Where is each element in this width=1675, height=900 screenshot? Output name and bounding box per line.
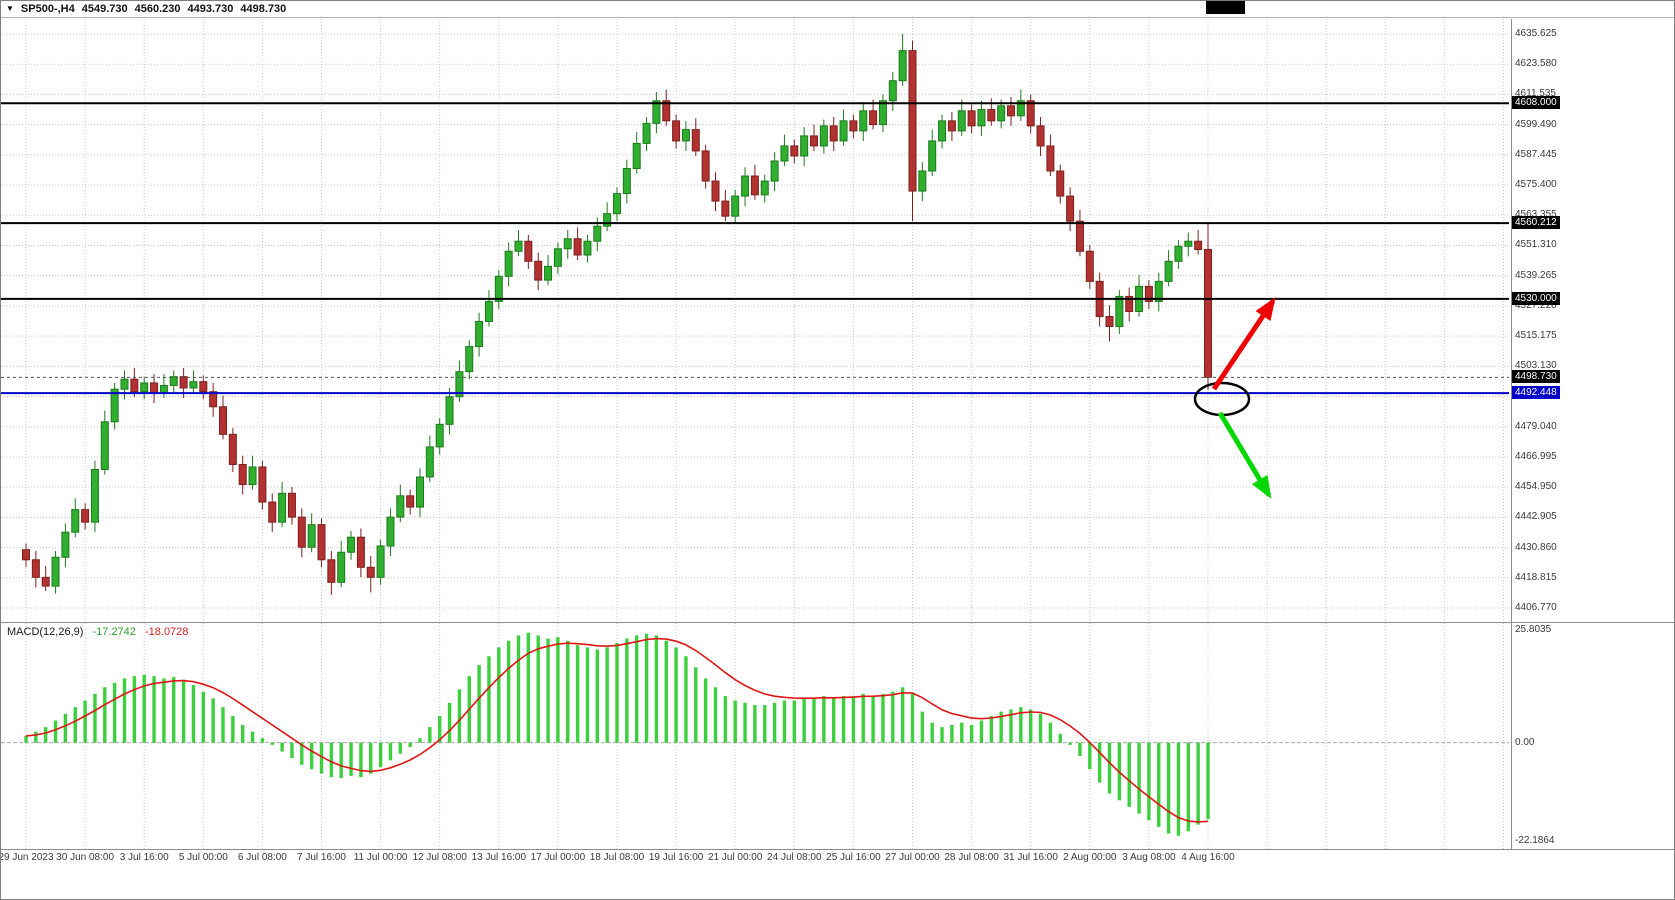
time-axis-label: 30 Jun 08:00 xyxy=(56,852,114,863)
time-axis-label: 21 Jul 00:00 xyxy=(707,852,763,863)
macd-label: MACD(12,26,9) xyxy=(7,626,84,638)
price-axis-label: 4515.175 xyxy=(1515,330,1557,342)
ohlc-high: 4560.230 xyxy=(134,3,181,15)
price-badge: 4608.000 xyxy=(1512,96,1560,110)
highlight-ellipse xyxy=(1193,381,1251,417)
ohlc-low: 4493.730 xyxy=(187,3,234,15)
macd-signal-line xyxy=(25,637,1209,823)
horizontal-lines xyxy=(1,102,1509,395)
window-corner-marker xyxy=(1206,1,1245,14)
price-axis-label: 4479.040 xyxy=(1515,420,1557,432)
time-axis-label: 29 Jun 2023 xyxy=(0,852,54,863)
price-badge: 4560.212 xyxy=(1512,216,1560,230)
macd-axis-label: -22.1864 xyxy=(1515,834,1555,846)
price-axis-label: 4406.770 xyxy=(1515,602,1557,613)
price-axis-label: 4635.625 xyxy=(1515,28,1557,39)
ohlc-open: 4549.730 xyxy=(81,3,128,15)
time-axis-label: 6 Jul 08:00 xyxy=(237,852,287,863)
time-axis-label: 18 Jul 08:00 xyxy=(589,852,645,863)
price-badge: 4492.448 xyxy=(1512,386,1560,400)
price-axis-label: 4527.220 xyxy=(1515,299,1557,311)
time-axis-label: 3 Aug 08:00 xyxy=(1122,852,1176,863)
price-axis-label: 4430.860 xyxy=(1515,541,1557,553)
time-axis-label: 3 Jul 16:00 xyxy=(119,852,169,863)
time-axis-label: 25 Jul 16:00 xyxy=(826,852,881,863)
time-axis-label: 2 Aug 00:00 xyxy=(1063,852,1117,863)
price-axis-label: 4418.815 xyxy=(1515,571,1557,583)
chart-dropdown-icon[interactable]: ▼ xyxy=(6,4,14,13)
time-axis-label: 4 Aug 16:00 xyxy=(1181,852,1235,863)
price-axis-label: 4503.130 xyxy=(1515,360,1557,372)
candles xyxy=(22,34,1212,595)
time-axis-label: 17 Jul 00:00 xyxy=(530,852,586,863)
time-axis-label: 5 Jul 00:00 xyxy=(178,852,228,863)
macd-main-value: -17.2742 xyxy=(92,626,136,638)
price-axis-label: 4599.490 xyxy=(1515,118,1557,130)
time-axis-label: 11 Jul 00:00 xyxy=(353,852,408,863)
macd-chart-canvas[interactable] xyxy=(1,623,1511,849)
time-axis-label: 28 Jul 08:00 xyxy=(944,852,999,863)
time-axis-label: 13 Jul 16:00 xyxy=(471,852,527,863)
time-axis-label: 31 Jul 16:00 xyxy=(1003,852,1058,863)
price-axis-separator xyxy=(1511,19,1512,849)
time-axis-separator xyxy=(1,849,1674,850)
macd-signal-value: -18.0728 xyxy=(144,626,189,638)
ohlc-close: 4498.730 xyxy=(240,3,287,15)
macd-histogram xyxy=(24,632,1210,836)
price-badge: 4530.000 xyxy=(1512,291,1560,305)
price-badge: 4498.730 xyxy=(1512,370,1560,384)
time-axis-label: 12 Jul 08:00 xyxy=(412,852,467,863)
price-grid xyxy=(1,19,1509,623)
time-axis-label: 24 Jul 08:00 xyxy=(767,852,822,863)
chart-symbol-timeframe: SP500-,H4 xyxy=(20,3,75,15)
price-axis-label: 4611.535 xyxy=(1515,88,1556,100)
price-chart-canvas[interactable] xyxy=(1,19,1511,623)
pane-separator[interactable] xyxy=(1,622,1674,623)
price-axis-label: 4539.265 xyxy=(1515,269,1557,281)
price-axis-label: 4442.905 xyxy=(1515,511,1557,523)
price-axis-label: 4575.400 xyxy=(1515,179,1557,191)
drawn-annotations[interactable] xyxy=(1193,297,1276,499)
price-axis-label: 4587.445 xyxy=(1515,148,1557,160)
price-axis-label: 4563.355 xyxy=(1515,209,1557,221)
price-axis-label: 4551.310 xyxy=(1515,239,1557,251)
bullish-arrow xyxy=(1211,297,1276,391)
chart-title-bar: ▼ SP500-,H4 4549.730 4560.230 4493.730 4… xyxy=(1,1,1674,18)
price-axis-label: 4466.995 xyxy=(1515,450,1557,462)
price-axis-label: 4454.950 xyxy=(1515,481,1557,493)
price-axis-label: 4623.580 xyxy=(1515,58,1557,70)
time-axis-label: 27 Jul 00:00 xyxy=(885,852,940,863)
time-axis-label: 19 Jul 16:00 xyxy=(648,852,704,863)
bearish-arrow xyxy=(1217,411,1272,499)
macd-indicator-label-row: MACD(12,26,9) -17.2742 -18.0728 xyxy=(7,626,194,638)
macd-axis-label: 25.8035 xyxy=(1515,624,1552,635)
macd-axis-label: 0.00 xyxy=(1515,736,1535,748)
time-axis-label: 7 Jul 16:00 xyxy=(297,852,346,863)
